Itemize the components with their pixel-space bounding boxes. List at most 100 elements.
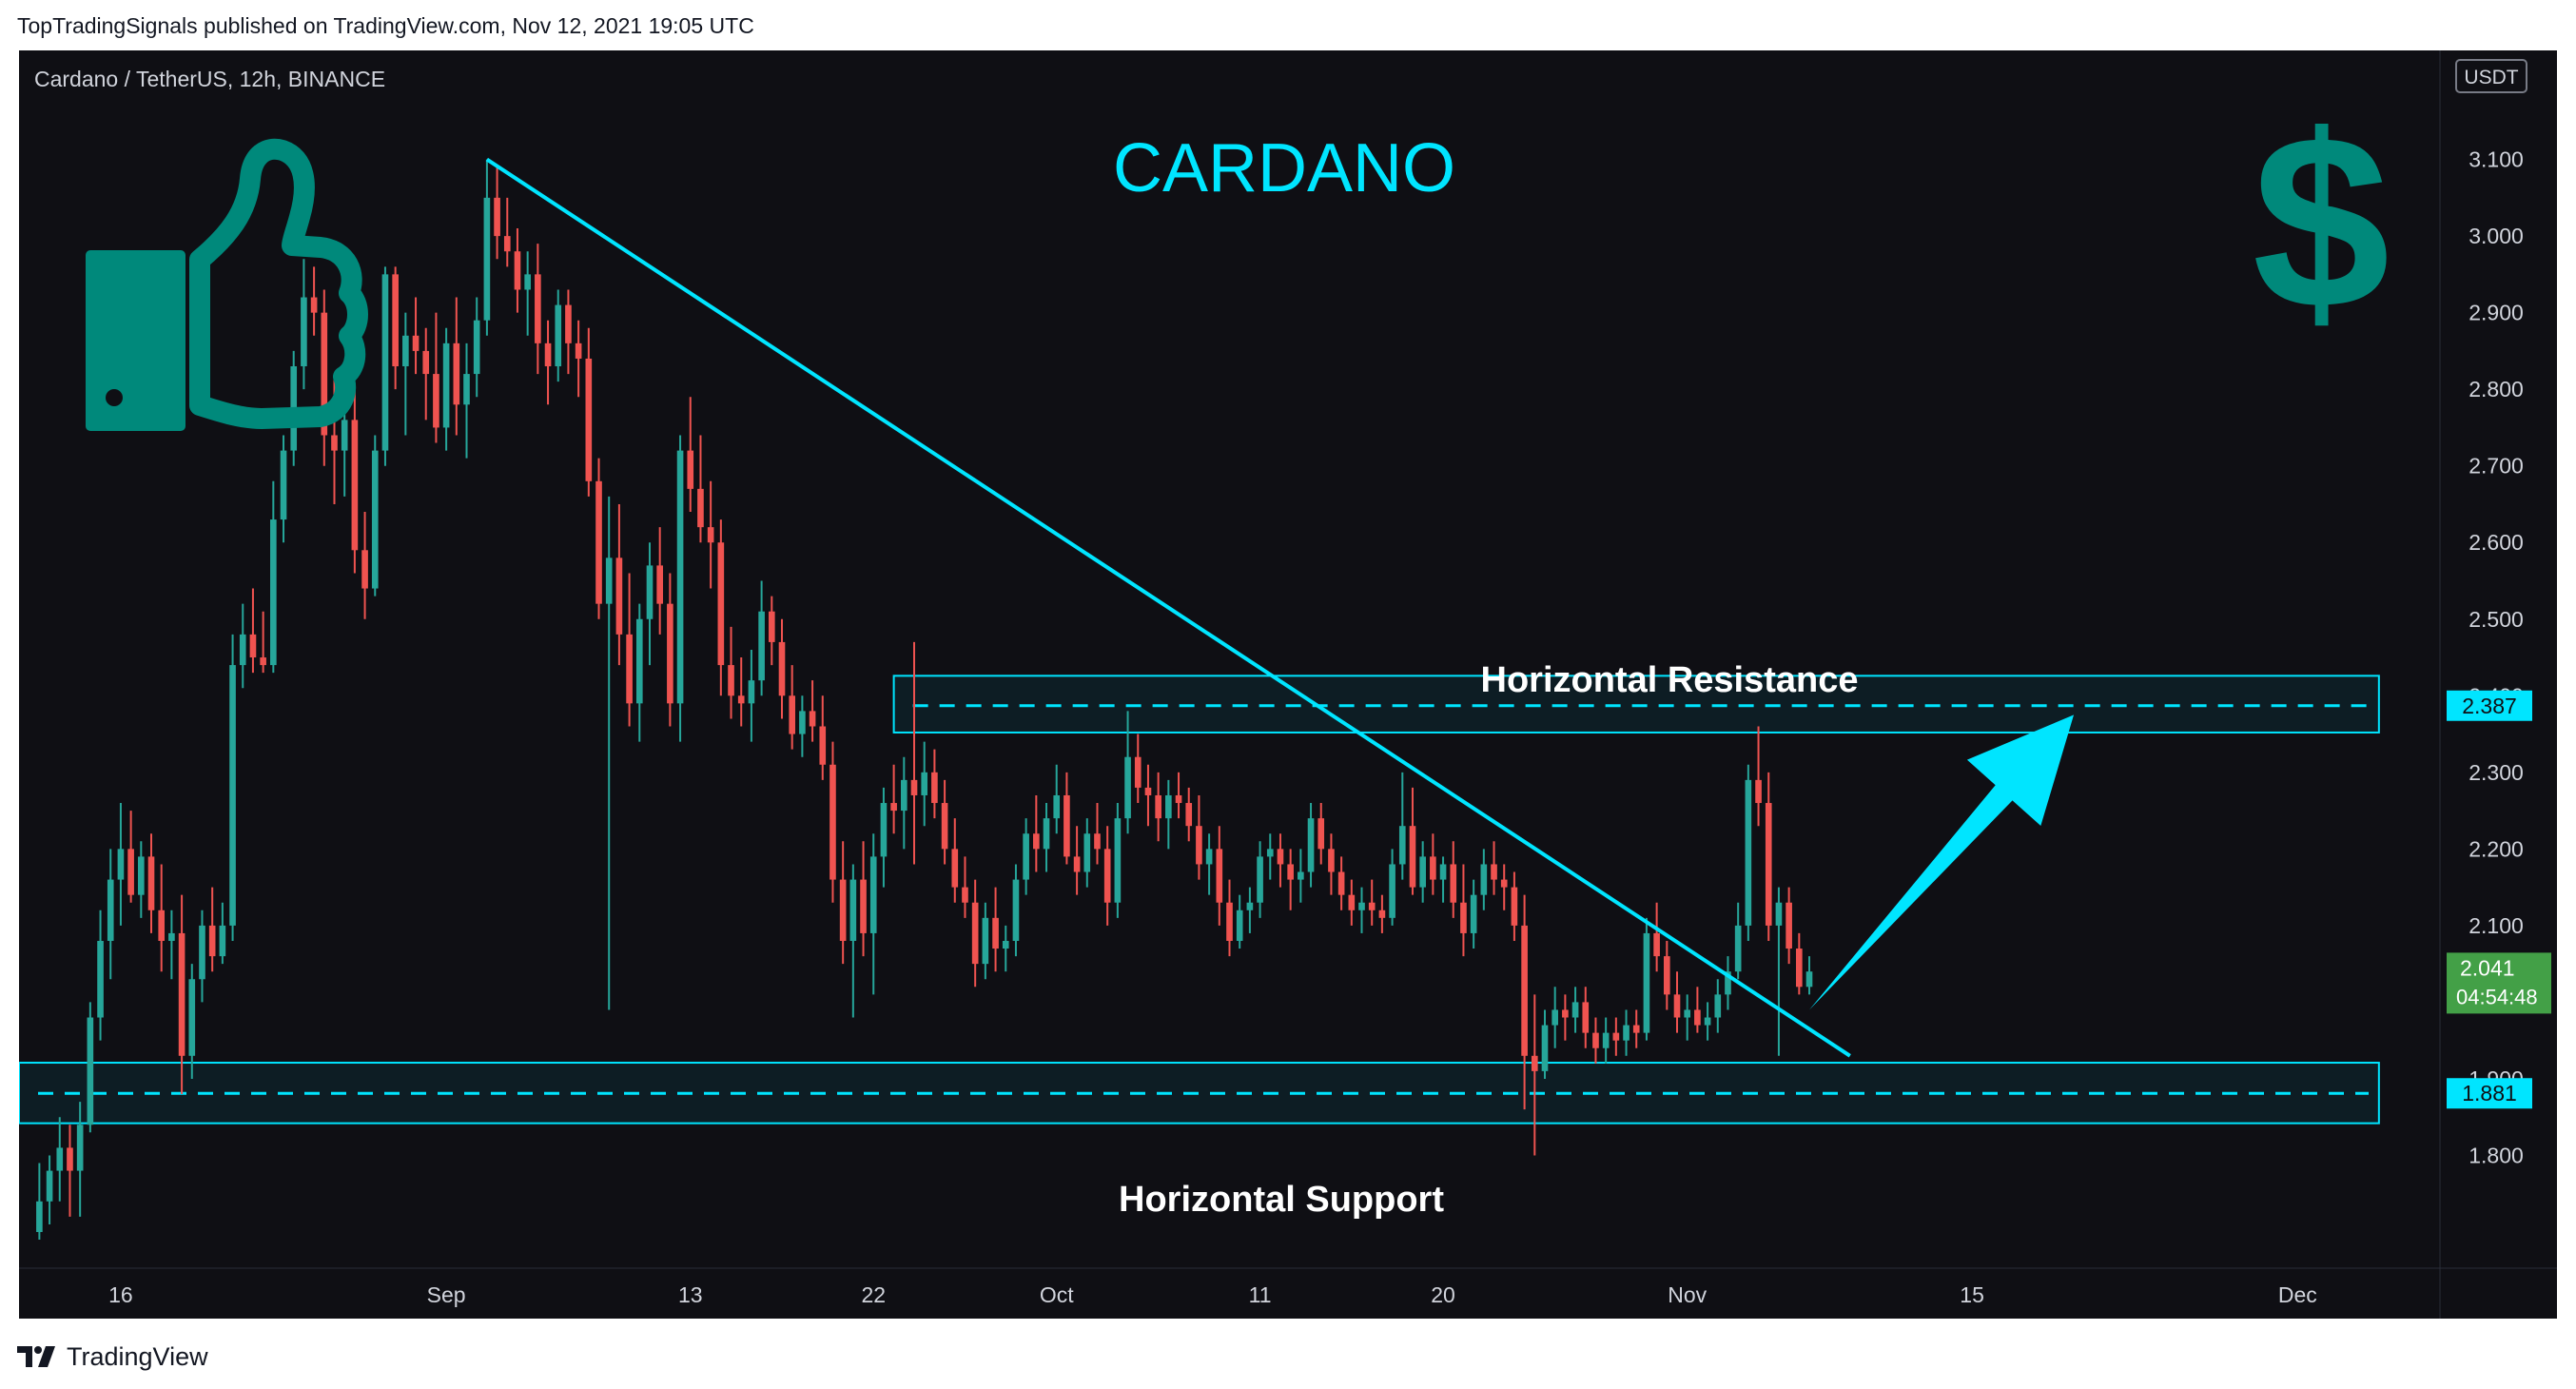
level-tag-label: 1.881 xyxy=(2462,1081,2517,1105)
price-tick-label: 1.800 xyxy=(2469,1143,2524,1167)
price-chart[interactable]: 1.8001.9002.1002.2002.3002.4002.5002.600… xyxy=(18,50,2557,1319)
time-tick-label: 22 xyxy=(861,1282,886,1307)
candle-body xyxy=(656,565,663,604)
candle-body xyxy=(1786,902,1792,949)
candle-body xyxy=(514,251,521,290)
candle xyxy=(1521,894,1528,1110)
chart-frame[interactable]: 1.8001.9002.1002.2002.3002.4002.5002.600… xyxy=(18,50,2557,1319)
candle xyxy=(1643,917,1650,1041)
candle-body xyxy=(36,1201,43,1232)
footer-logo[interactable]: TradingView xyxy=(17,1340,208,1374)
candle xyxy=(819,695,827,780)
candle-body xyxy=(1389,864,1395,918)
time-axis[interactable]: 16 Sep 13 22 Oct 11 20 Nov 15 Dec xyxy=(108,1282,2317,1307)
candle xyxy=(1714,979,1722,1033)
candle-body xyxy=(341,420,348,451)
candle-body xyxy=(1409,826,1416,888)
candle xyxy=(402,312,409,436)
candle-body xyxy=(768,611,775,642)
candle-body xyxy=(87,1017,94,1125)
candle-body xyxy=(615,558,623,635)
candle-body xyxy=(1491,864,1497,880)
candle xyxy=(992,887,999,972)
candle xyxy=(1796,932,1803,995)
candle-body xyxy=(1073,856,1081,872)
candle xyxy=(229,634,236,941)
candle-body xyxy=(585,358,593,481)
candle xyxy=(1541,1009,1549,1079)
candle-body xyxy=(1053,794,1061,819)
support-label: Horizontal Support xyxy=(1119,1180,1444,1220)
candle-body xyxy=(463,374,470,405)
candle-body xyxy=(1196,826,1202,865)
candle-body xyxy=(1531,1055,1538,1071)
tradingview-logo-icon xyxy=(17,1346,55,1367)
candle xyxy=(544,320,552,405)
candle-body xyxy=(1500,879,1508,888)
candle xyxy=(1144,764,1152,827)
candle xyxy=(127,811,134,903)
candle-body xyxy=(239,634,246,666)
candle xyxy=(982,902,989,980)
candle xyxy=(1337,856,1345,910)
time-tick-label: Oct xyxy=(1040,1282,1074,1307)
symbol-legend[interactable]: Cardano / TetherUS, 12h, BINANCE xyxy=(34,67,385,91)
candle xyxy=(1571,987,1579,1033)
candle-body xyxy=(433,374,439,428)
candle xyxy=(473,297,480,398)
currency-label: USDT xyxy=(2464,67,2518,88)
candle xyxy=(1745,764,1752,941)
candle-body xyxy=(402,335,409,367)
candle-body xyxy=(982,917,989,965)
candle-body xyxy=(1348,894,1356,910)
candle-body xyxy=(392,274,399,367)
candle-body xyxy=(1317,818,1325,850)
candle xyxy=(239,603,246,689)
candle xyxy=(168,910,175,980)
candle-body xyxy=(1368,902,1376,910)
candle xyxy=(1663,940,1670,1010)
price-tags: 2.387 1.881 2.041 04:54:48 xyxy=(2447,690,2551,1109)
time-tick-label: Nov xyxy=(1668,1282,1707,1307)
candle xyxy=(1205,833,1213,895)
price-tick-label: 2.300 xyxy=(2469,760,2524,785)
candle-body xyxy=(789,695,796,734)
price-tick-label: 2.500 xyxy=(2469,607,2524,632)
candle-body xyxy=(1541,1025,1549,1071)
candle-body xyxy=(1704,1017,1711,1026)
price-tick-label: 2.800 xyxy=(2469,377,2524,401)
candle-body xyxy=(544,342,552,367)
candle-body xyxy=(371,450,379,589)
candle-body xyxy=(676,450,684,704)
candle-body xyxy=(921,772,928,795)
candle xyxy=(442,327,450,451)
candle xyxy=(422,327,430,421)
candle-body xyxy=(1337,871,1345,895)
candle-body xyxy=(1378,910,1386,918)
candle xyxy=(503,197,511,267)
currency-badge[interactable]: USDT xyxy=(2455,59,2527,93)
candle xyxy=(1409,787,1416,895)
candle xyxy=(56,1117,64,1202)
candle xyxy=(901,756,907,850)
price-tick-label: 2.900 xyxy=(2469,301,2524,325)
zones-layer xyxy=(18,675,2380,1125)
candle xyxy=(1551,987,1558,1048)
candle-body xyxy=(1155,794,1161,819)
candle-body xyxy=(1419,856,1426,888)
candle xyxy=(1653,902,1660,972)
candle-body xyxy=(412,335,420,351)
candle-body xyxy=(1185,803,1193,827)
candle-body xyxy=(46,1170,53,1202)
candle-body xyxy=(1663,956,1670,995)
candle xyxy=(1755,726,1762,827)
candle xyxy=(310,266,318,336)
candle-body xyxy=(1470,894,1477,933)
candle xyxy=(931,749,938,819)
candle-body xyxy=(1216,849,1223,903)
candle xyxy=(1266,833,1274,880)
candle-body xyxy=(1328,849,1335,872)
candle-body xyxy=(1562,1009,1569,1018)
candle xyxy=(789,665,796,750)
candle xyxy=(1378,894,1386,933)
